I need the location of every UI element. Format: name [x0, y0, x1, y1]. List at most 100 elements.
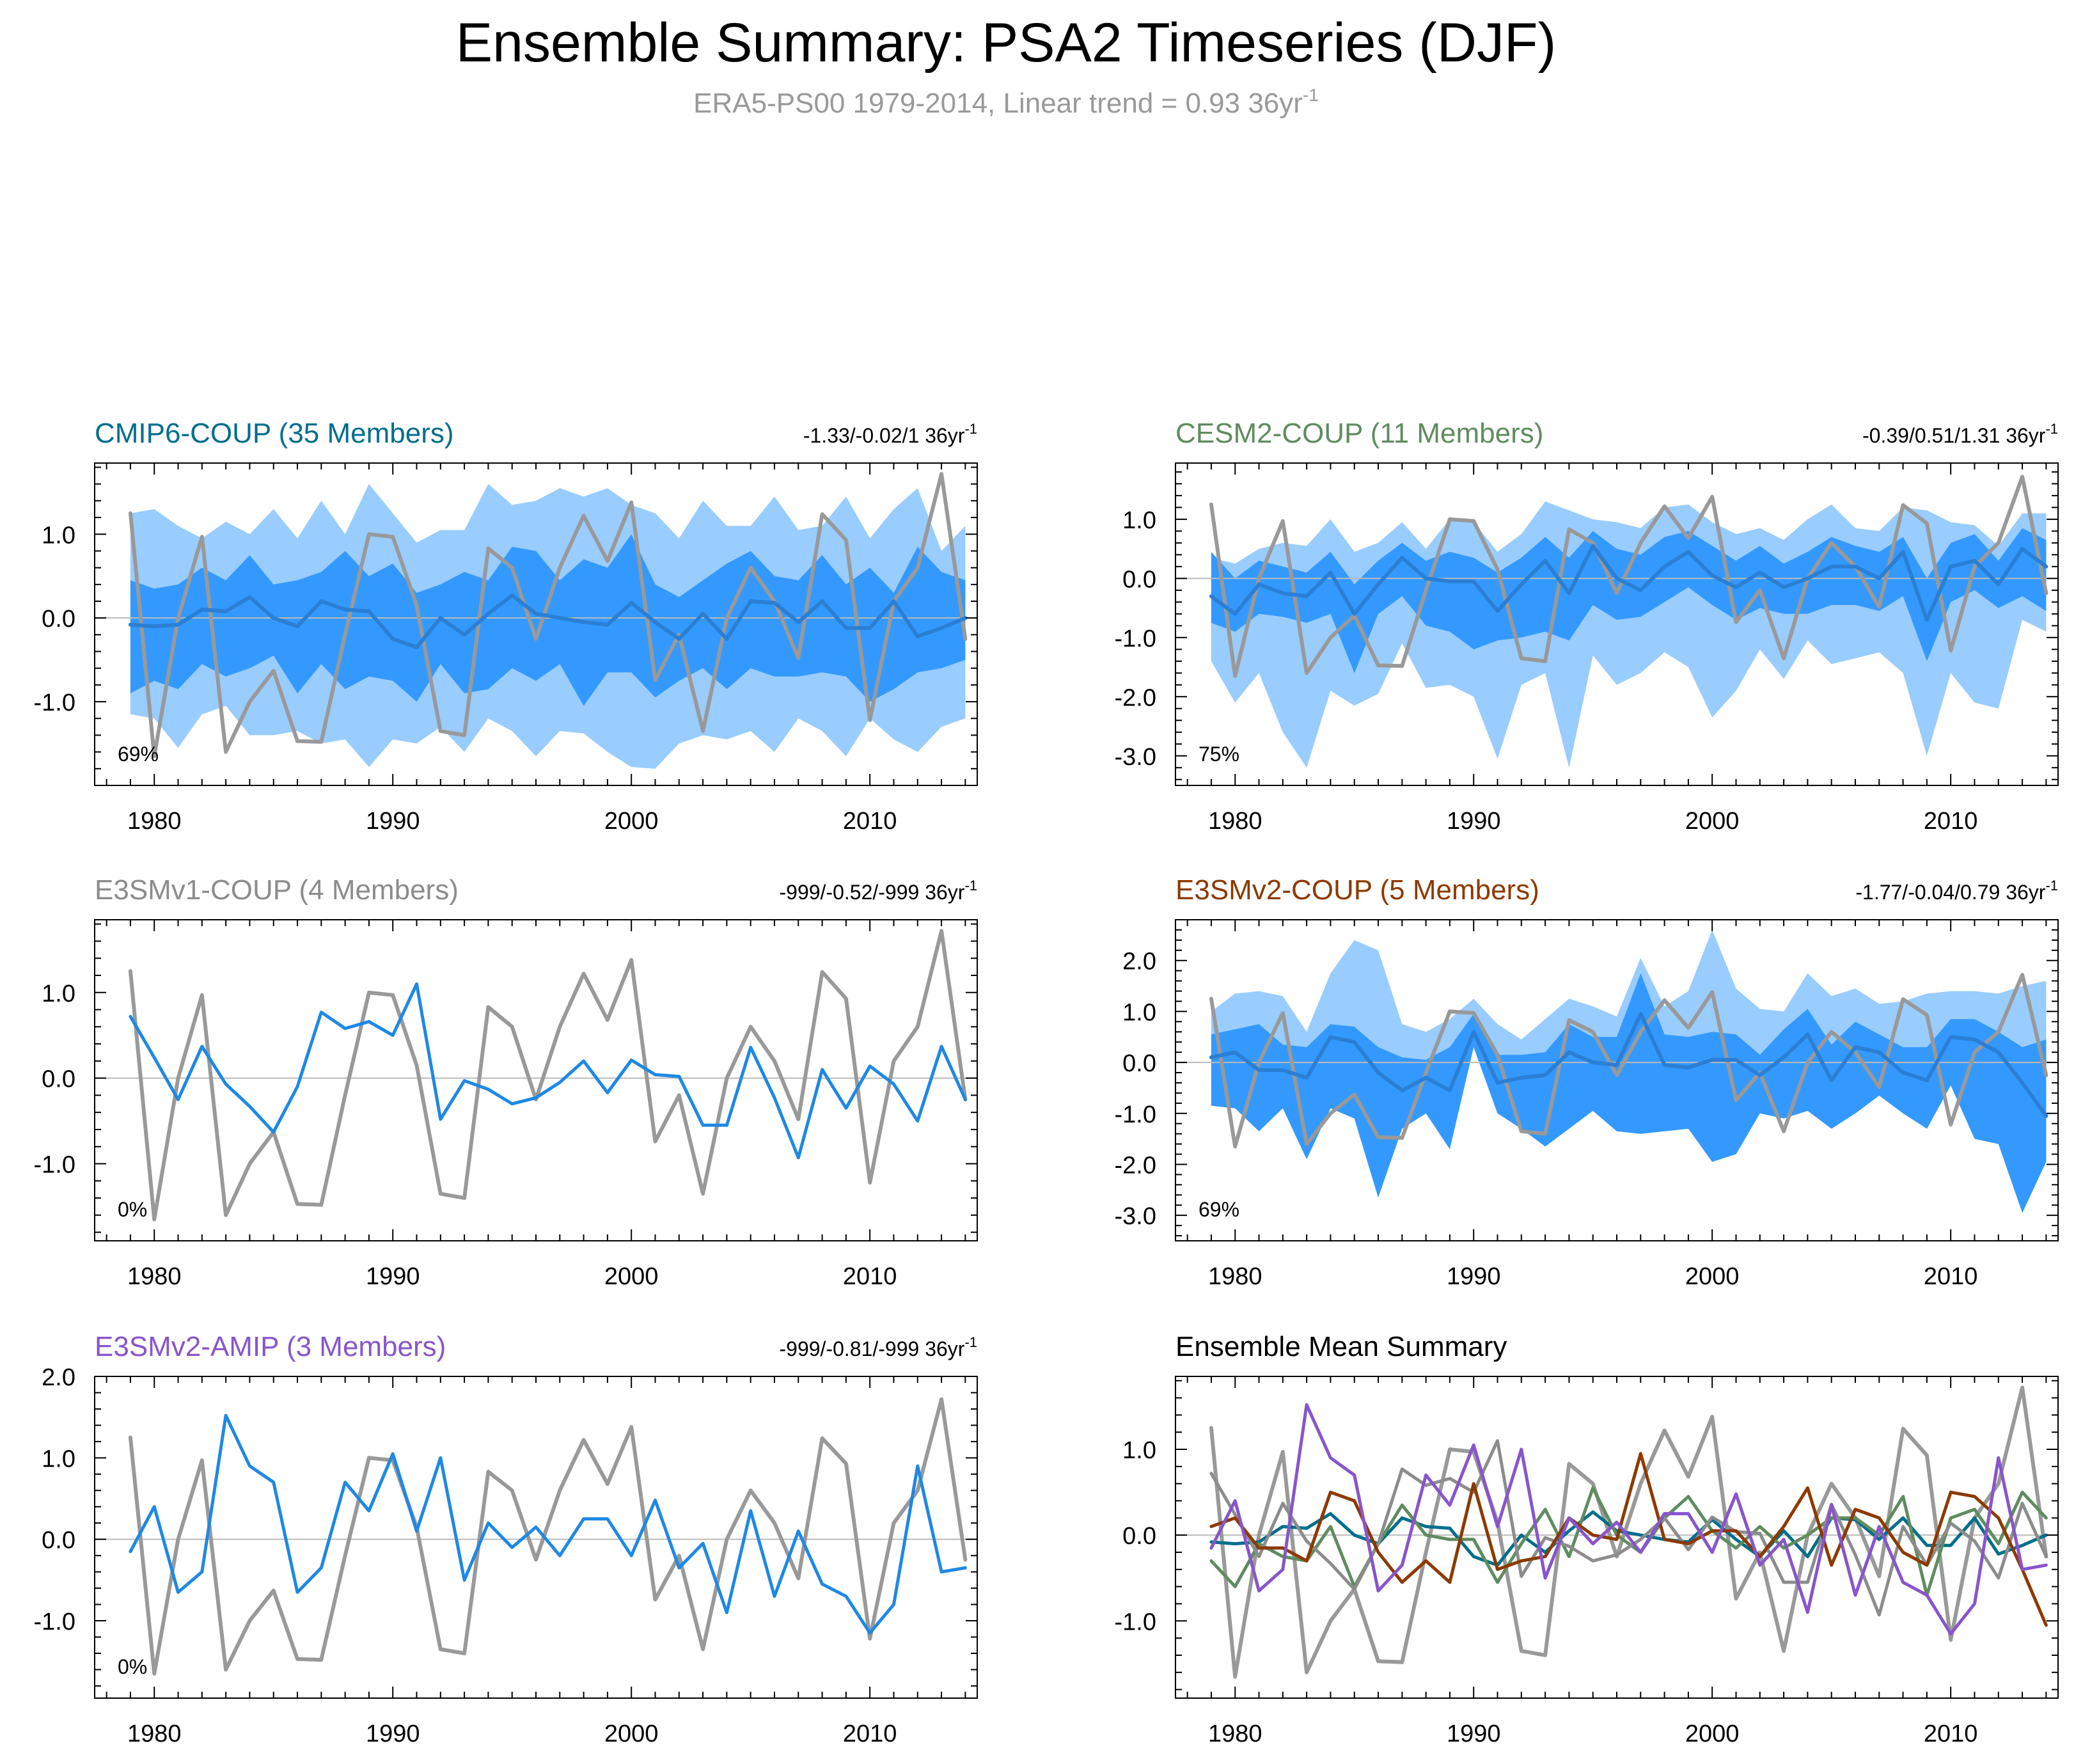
- mean-line-cesm2: [1209, 1486, 2048, 1597]
- obs-series-line: [128, 929, 968, 1222]
- y-tick-label: 2.0: [1122, 949, 1156, 975]
- y-tick-label: 0.0: [42, 606, 75, 633]
- x-tick-label: 1990: [1447, 1263, 1501, 1290]
- panel-trend-text: -999/-0.52/-999 36yr-1: [779, 878, 977, 904]
- x-tick-label: 1980: [127, 808, 182, 835]
- plot-area: [1175, 475, 2058, 768]
- panel-title: Ensemble Mean Summary: [1175, 1331, 1507, 1362]
- panel-percent-label: 69%: [1199, 1198, 1239, 1221]
- panel-e3smv2amip: 2.0 1.0 0.0 -1.0 1980 1990 2000 2010 E3SMv2-AMIP…: [34, 1331, 978, 1747]
- panel-percent-label: 0%: [118, 1198, 147, 1221]
- panel-percent-label: 69%: [118, 743, 159, 766]
- y-tick-label: 0.0: [42, 1066, 75, 1093]
- y-tick-label: 0.0: [1122, 1523, 1156, 1550]
- x-tick-label: 2000: [604, 808, 659, 835]
- x-tick-label: 2000: [1685, 1721, 1740, 1747]
- x-tick-label: 1980: [127, 1263, 182, 1290]
- panel-trend-value: -0.39/0.51/1.31 36yr: [1862, 424, 2046, 447]
- y-tick-label: 2.0: [42, 1364, 75, 1391]
- y-tick-label: 0.0: [42, 1527, 75, 1554]
- figure-title: Ensemble Summary: PSA2 Timeseries (DJF): [456, 12, 1556, 74]
- panel-trend-value: -999/-0.52/-999 36yr: [779, 881, 964, 904]
- x-tick-label: 2010: [843, 1263, 897, 1290]
- mean-line-cmip6: [1209, 1510, 2048, 1567]
- x-tick-label: 2010: [1924, 808, 1978, 835]
- panel-e3smv2: 2.0 1.0 0.0 -1.0 -2.0 -3.0 1980 1990 2000 2010 E3S…: [1115, 874, 2059, 1290]
- y-tick-label: 1.0: [1122, 507, 1156, 534]
- panel-summary: 1.0 0.0 -1.0 1980 1990 2000 2010 Ensemble Mean …: [1115, 1331, 2059, 1747]
- panel-trend-superscript: -1: [964, 878, 977, 894]
- panel-title: E3SMv2-AMIP (3 Members): [95, 1331, 446, 1362]
- y-tick-label: 1.0: [1122, 1437, 1156, 1464]
- ensemble-mean-line: [129, 982, 967, 1160]
- y-tick-label: -3.0: [1115, 1203, 1156, 1230]
- ensemble-mean-line: [1209, 544, 2048, 622]
- y-tick-label: -1.0: [34, 689, 75, 716]
- y-tick-label: -1.0: [34, 1609, 75, 1635]
- x-tick-label: 1990: [1447, 808, 1501, 835]
- y-tick-label: -1.0: [1115, 1609, 1156, 1635]
- x-tick-label: 2010: [1924, 1263, 1978, 1290]
- panel-title: E3SMv1-COUP (4 Members): [95, 874, 459, 906]
- y-tick-label: 0.0: [1122, 1050, 1156, 1077]
- x-tick-label: 1990: [366, 1263, 420, 1290]
- obs-series-line: [1209, 475, 2048, 678]
- panel-trend-text: -1.77/-0.04/0.79 36yr-1: [1855, 878, 2058, 904]
- plot-area: [95, 929, 977, 1222]
- panel-title: E3SMv2-COUP (5 Members): [1175, 874, 1539, 906]
- y-tick-label: 1.0: [42, 1445, 75, 1472]
- panel-frame: [94, 1376, 978, 1699]
- x-tick-label: 2000: [1685, 1263, 1740, 1290]
- band-25-75: [1211, 528, 2047, 673]
- panel-title: CESM2-COUP (11 Members): [1175, 418, 1543, 449]
- panel-trend-text: -999/-0.81/-999 36yr-1: [779, 1334, 977, 1360]
- plot-area: [95, 1397, 977, 1676]
- x-tick-label: 1980: [1208, 808, 1262, 835]
- obs-series-line: [1209, 1385, 2048, 1679]
- x-tick-label: 2010: [1924, 1721, 1978, 1747]
- y-tick-label: 0.0: [1122, 566, 1156, 593]
- panel-trend-superscript: -1: [2045, 421, 2058, 437]
- obs-series-line: [1209, 973, 2048, 1149]
- y-tick-label: 1.0: [1122, 999, 1156, 1026]
- plot-area: [1175, 1385, 2058, 1679]
- x-tick-label: 1980: [1208, 1263, 1262, 1290]
- plot-area: [95, 472, 977, 769]
- panel-title: CMIP6-COUP (35 Members): [95, 418, 454, 449]
- panel-cesm2: 1.0 0.0 -1.0 -2.0 -3.0 1980 1990 2000 2010 CESM2-…: [1115, 418, 2059, 835]
- x-tick-label: 2010: [843, 808, 897, 835]
- plot-area: [1175, 929, 2058, 1213]
- ensemble-mean-line: [1209, 1012, 2048, 1118]
- ensemble-mean-line: [128, 593, 968, 649]
- x-tick-label: 1980: [127, 1721, 182, 1747]
- mean-line-e3smv2: [1209, 1452, 2048, 1627]
- x-tick-label: 2000: [604, 1721, 659, 1747]
- y-tick-label: -1.0: [1115, 626, 1156, 652]
- y-tick-label: -1.0: [1115, 1101, 1156, 1128]
- panel-cmip6: 1.0 0.0 -1.0 1980 1990 2000 2010 CMIP6-COUP (35…: [34, 418, 978, 835]
- figure-subtitle-superscript: -1: [1303, 85, 1319, 105]
- obs-series-line: [128, 1397, 968, 1676]
- panel-trend-text: -0.39/0.51/1.31 36yr-1: [1862, 421, 2058, 447]
- y-tick-label: -2.0: [1115, 684, 1156, 711]
- y-tick-label: -1.0: [34, 1152, 75, 1179]
- y-tick-label: -3.0: [1115, 744, 1156, 771]
- x-tick-label: 1990: [366, 808, 420, 835]
- x-tick-label: 1990: [366, 1721, 420, 1747]
- x-tick-label: 2000: [1685, 808, 1740, 835]
- figure-subtitle-text: ERA5-PS00 1979-2014, Linear trend = 0.93…: [693, 88, 1303, 119]
- panel-trend-text: -1.33/-0.02/1 36yr-1: [803, 421, 977, 447]
- band-25-75: [1211, 973, 2047, 1213]
- y-tick-label: 1.0: [42, 522, 75, 549]
- panel-trend-superscript: -1: [2045, 878, 2058, 894]
- ensemble-mean-line: [129, 1414, 967, 1635]
- panel-trend-value: -1.77/-0.04/0.79 36yr: [1855, 881, 2045, 904]
- panel-percent-label: 75%: [1199, 743, 1239, 766]
- panel-frame: [94, 919, 978, 1241]
- panel-trend-value: -1.33/-0.02/1 36yr: [803, 424, 965, 447]
- x-tick-label: 2000: [604, 1263, 659, 1290]
- panel-percent-label: 0%: [118, 1655, 147, 1678]
- panel-trend-superscript: -1: [964, 1334, 977, 1350]
- x-tick-label: 2010: [843, 1721, 897, 1747]
